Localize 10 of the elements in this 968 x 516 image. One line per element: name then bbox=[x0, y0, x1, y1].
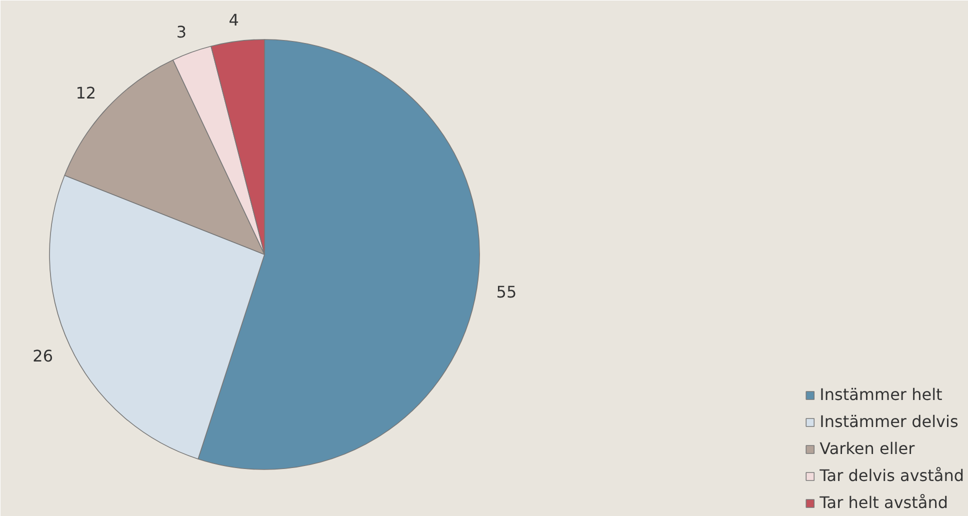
data-label: 26 bbox=[32, 346, 53, 366]
legend-label: Instämmer delvis bbox=[820, 412, 958, 431]
legend-label: Tar delvis avstånd bbox=[820, 466, 964, 485]
legend-label: Varken eller bbox=[820, 439, 915, 458]
legend-label: Instämmer helt bbox=[820, 385, 942, 404]
data-label: 55 bbox=[496, 282, 517, 302]
data-label: 3 bbox=[176, 22, 187, 42]
data-label: 4 bbox=[228, 10, 239, 30]
legend-label: Tar helt avstånd bbox=[820, 493, 948, 512]
data-label: 12 bbox=[76, 83, 96, 102]
